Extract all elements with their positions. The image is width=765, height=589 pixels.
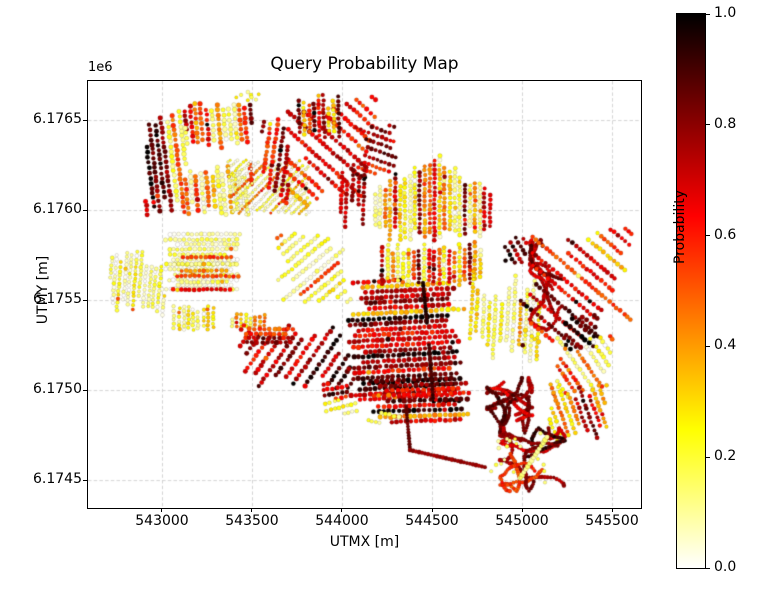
colorbar-tick-label: 0.6 (714, 226, 737, 243)
colorbar-tick-label: 0.2 (714, 448, 737, 465)
x-tick-label: 545500 (585, 513, 639, 529)
colorbar (676, 13, 706, 569)
y-tick-mark (83, 389, 87, 391)
x-tick-label: 544500 (405, 513, 459, 529)
x-tick-mark (611, 508, 613, 512)
x-tick-mark (251, 508, 253, 512)
colorbar-tick-label: 1.0 (714, 5, 737, 21)
colorbar-tick-label: 0.8 (714, 115, 737, 132)
y-tick-label: 6.1765 (33, 111, 82, 128)
colorbar-tick-mark (706, 235, 710, 237)
y-tick-mark (83, 209, 87, 211)
scatter-plot-canvas (88, 81, 641, 508)
y-axis-offset-label: 1e6 (88, 60, 113, 75)
y-tick-label: 6.1760 (33, 201, 82, 218)
x-tick-label: 544000 (315, 513, 369, 529)
x-tick-label: 543000 (135, 513, 189, 529)
plot-border (87, 80, 642, 509)
x-tick-mark (341, 508, 343, 512)
colorbar-tick-mark (706, 456, 710, 458)
x-tick-mark (521, 508, 523, 512)
y-tick-label: 6.1750 (33, 381, 82, 398)
y-axis-label: UTMY [m] (35, 255, 51, 325)
x-tick-mark (431, 508, 433, 512)
x-tick-label: 545000 (495, 513, 549, 529)
x-tick-mark (161, 508, 163, 512)
colorbar-tick-mark (706, 345, 710, 347)
x-tick-label: 543500 (225, 513, 279, 529)
y-tick-mark (83, 119, 87, 121)
y-tick-mark (83, 299, 87, 301)
colorbar-tick-label: 0.0 (714, 559, 737, 575)
colorbar-tick-mark (706, 124, 710, 126)
colorbar-tick-mark (706, 567, 710, 569)
y-tick-mark (83, 479, 87, 481)
colorbar-label: Probability (672, 190, 688, 265)
y-tick-label: 6.1755 (33, 291, 82, 308)
colorbar-tick-mark (706, 13, 710, 15)
chart-title: Query Probability Map (270, 54, 459, 74)
colorbar-tick-label: 0.4 (714, 337, 737, 354)
y-tick-label: 6.1745 (33, 471, 82, 488)
x-axis-label: UTMX [m] (329, 534, 400, 550)
